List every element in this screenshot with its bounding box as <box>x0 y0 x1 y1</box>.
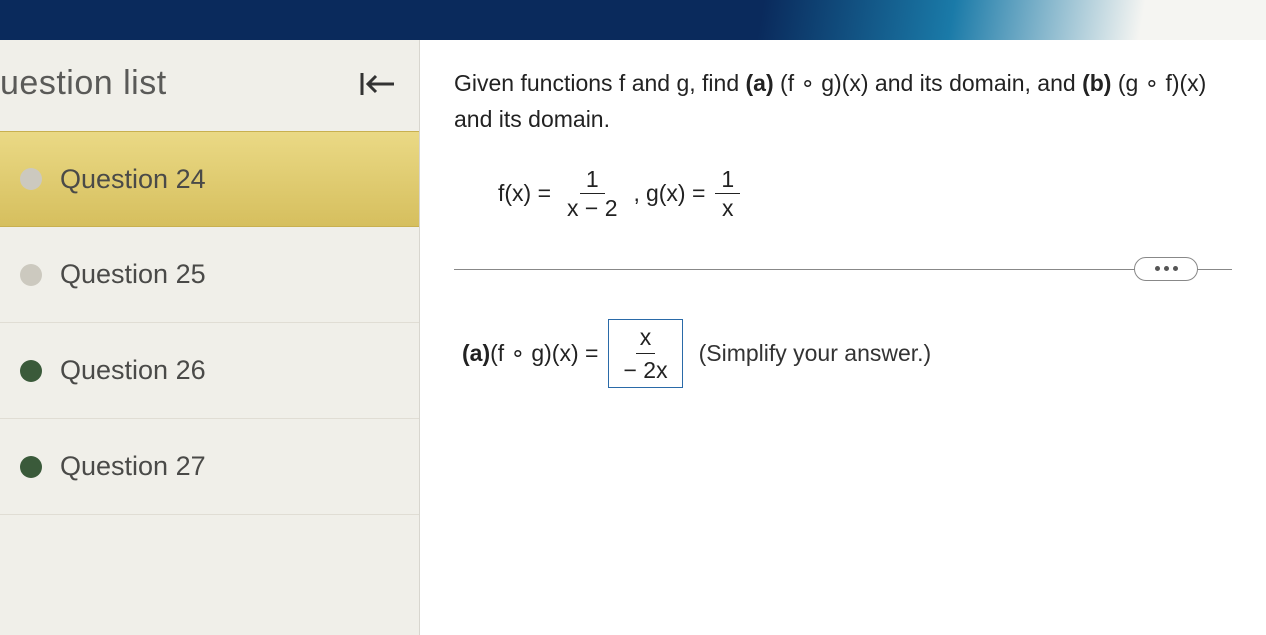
g-fraction: 1 x <box>715 167 740 220</box>
question-item-26[interactable]: Question 26 <box>0 323 419 419</box>
answer-denominator: − 2x <box>619 354 671 383</box>
sidebar-header: uestion list <box>0 40 419 131</box>
formula-separator: , <box>634 180 640 207</box>
question-item-label: Question 24 <box>60 164 206 195</box>
main-area: uestion list Question 24 Question 25 Q <box>0 40 1266 635</box>
answer-part-a: (a) (f ∘ g)(x) = x − 2x (Simplify your a… <box>462 319 1232 389</box>
top-bar <box>0 0 1266 40</box>
question-content: Given functions f and g, find (a) (f ∘ g… <box>420 40 1266 635</box>
g-lhs: g(x) = <box>646 180 705 207</box>
answer-numerator: x <box>636 324 656 354</box>
answer-input-box[interactable]: x − 2x <box>608 319 682 389</box>
g-denominator: x <box>716 194 740 220</box>
section-divider <box>454 257 1232 281</box>
dot-icon <box>1173 266 1178 271</box>
answer-lhs: (f ∘ g)(x) = <box>490 340 598 367</box>
dot-icon <box>1155 266 1160 271</box>
problem-statement: Given functions f and g, find (a) (f ∘ g… <box>454 66 1232 137</box>
part-a-label: (a) <box>746 70 774 96</box>
divider-line <box>454 269 1232 270</box>
f-lhs: f(x) = <box>498 180 551 207</box>
answer-hint: (Simplify your answer.) <box>699 340 932 367</box>
question-item-25[interactable]: Question 25 <box>0 227 419 323</box>
question-status-icon <box>20 168 42 190</box>
f-denominator: x − 2 <box>561 194 624 220</box>
collapse-sidebar-button[interactable] <box>355 66 401 102</box>
question-list-sidebar: uestion list Question 24 Question 25 Q <box>0 40 420 635</box>
question-item-27[interactable]: Question 27 <box>0 419 419 515</box>
question-status-icon <box>20 264 42 286</box>
question-item-24[interactable]: Question 24 <box>0 131 419 227</box>
answer-part-label: (a) <box>462 340 490 367</box>
question-item-label: Question 26 <box>60 355 206 386</box>
question-status-icon <box>20 360 42 382</box>
f-fraction: 1 x − 2 <box>561 167 624 220</box>
dot-icon <box>1164 266 1169 271</box>
question-status-icon <box>20 456 42 478</box>
collapse-left-icon <box>358 69 398 99</box>
sidebar-title: uestion list <box>0 64 167 103</box>
problem-intro: Given functions f and g, find <box>454 70 746 96</box>
question-item-label: Question 25 <box>60 259 206 290</box>
more-options-button[interactable] <box>1134 257 1198 281</box>
part-a-text: (f ∘ g)(x) and its domain, and <box>780 70 1082 96</box>
question-list: Question 24 Question 25 Question 26 Ques… <box>0 131 419 635</box>
function-definitions: f(x) = 1 x − 2 , g(x) = 1 x <box>498 167 1232 220</box>
question-item-label: Question 27 <box>60 451 206 482</box>
g-numerator: 1 <box>715 167 740 194</box>
part-b-label: (b) <box>1082 70 1111 96</box>
f-numerator: 1 <box>580 167 605 194</box>
